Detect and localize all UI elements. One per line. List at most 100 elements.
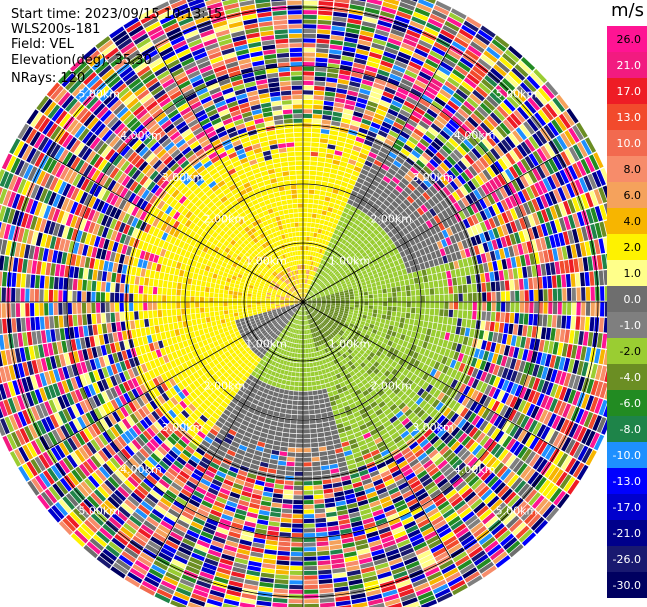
range-gate <box>392 188 400 197</box>
range-gate <box>318 224 324 229</box>
range-gate <box>524 100 537 114</box>
range-gate <box>315 517 327 523</box>
range-gate <box>337 274 342 279</box>
range-gate <box>502 78 516 91</box>
range-gate <box>289 433 297 438</box>
range-gate <box>376 171 385 179</box>
range-gate <box>431 100 444 111</box>
range-gate <box>321 210 327 216</box>
range-gate <box>428 244 435 253</box>
range-gate <box>528 153 539 167</box>
range-gate <box>325 158 333 164</box>
range-gate <box>293 490 303 495</box>
range-gate <box>389 277 395 283</box>
range-gate <box>356 177 365 184</box>
range-gate <box>524 290 529 302</box>
range-gate <box>469 69 483 82</box>
range-gate <box>470 274 476 284</box>
range-gate <box>295 457 303 462</box>
range-gate <box>585 192 594 208</box>
range-gate <box>360 169 369 176</box>
range-gate <box>320 215 326 220</box>
range-gate <box>582 331 589 346</box>
range-gate <box>556 247 564 261</box>
range-gate <box>307 284 310 289</box>
range-gate <box>331 563 345 569</box>
range-gate <box>320 293 325 297</box>
range-gate <box>414 7 431 17</box>
range-gate <box>308 290 311 295</box>
range-gate <box>476 254 483 264</box>
range-gate <box>293 391 299 396</box>
range-gate <box>461 276 467 285</box>
range-gate <box>258 416 266 423</box>
range-gate <box>411 296 416 302</box>
range-gate <box>424 261 430 269</box>
range-gate <box>580 194 590 209</box>
range-gate <box>345 203 352 210</box>
range-gate <box>335 225 341 231</box>
range-gate <box>303 128 312 133</box>
range-gate <box>327 411 334 417</box>
range-gate <box>349 296 355 300</box>
range-gate <box>468 293 473 302</box>
range-gate <box>576 160 587 176</box>
range-gate <box>378 64 392 73</box>
range-gate <box>558 217 567 232</box>
range-gate <box>311 452 320 457</box>
range-gate <box>510 290 515 302</box>
range-gate <box>354 307 359 311</box>
range-gate <box>337 83 349 90</box>
range-gate <box>492 227 500 239</box>
range-gate <box>505 291 510 302</box>
range-gate <box>449 235 457 244</box>
range-gate <box>481 311 487 321</box>
range-gate <box>332 21 346 27</box>
range-gate <box>435 0 452 12</box>
range-gate <box>520 336 527 348</box>
range-gate <box>458 210 466 220</box>
range-gate <box>482 196 492 207</box>
range-gate <box>414 283 420 290</box>
range-gate <box>390 316 396 322</box>
range-gate <box>319 269 323 275</box>
range-gate <box>392 306 397 312</box>
range-gate <box>356 245 362 252</box>
range-gate <box>372 290 378 295</box>
range-gate <box>538 339 545 352</box>
range-gate <box>311 296 316 299</box>
range-gate <box>326 77 338 83</box>
range-gate <box>389 320 395 326</box>
range-gate <box>308 395 314 401</box>
range-gate <box>380 163 390 171</box>
range-gate <box>303 90 314 95</box>
range-gate <box>326 252 331 257</box>
range-gate <box>395 185 404 193</box>
range-gate <box>423 112 435 122</box>
range-gate <box>261 427 269 434</box>
range-gate <box>558 232 566 246</box>
range-gate <box>360 267 366 272</box>
range-gate <box>292 367 297 372</box>
range-gate <box>566 344 573 358</box>
range-gate <box>317 287 322 291</box>
range-gate <box>335 294 340 297</box>
range-gate <box>347 283 352 288</box>
range-gate <box>449 333 455 342</box>
range-gate <box>339 278 345 283</box>
range-gate <box>496 302 501 312</box>
range-gate <box>455 251 462 260</box>
range-gate <box>533 68 548 84</box>
range-gate <box>292 518 303 524</box>
range-gate <box>386 215 394 223</box>
range-gate <box>317 15 332 21</box>
range-gate <box>576 287 581 301</box>
range-gate <box>303 363 307 368</box>
range-gate <box>554 219 562 233</box>
range-gate <box>431 195 440 205</box>
range-gate <box>363 11 379 19</box>
range-gate <box>325 440 334 446</box>
range-gate <box>285 414 292 419</box>
range-gate <box>397 87 409 96</box>
range-gate <box>323 393 329 399</box>
